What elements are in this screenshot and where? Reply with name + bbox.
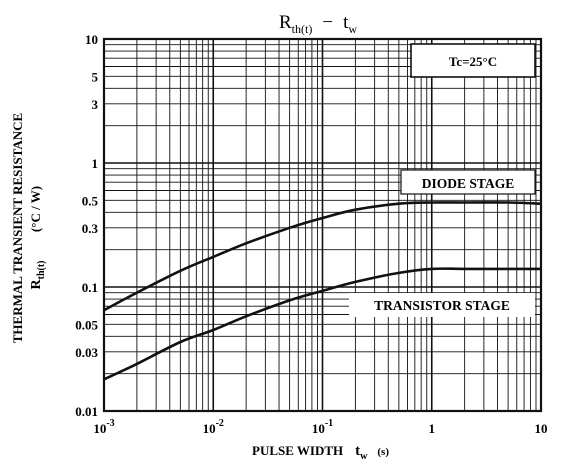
- x-axis-unit: (s): [377, 446, 389, 458]
- y-tick-label: 0.05: [75, 317, 98, 332]
- transistor-stage-label: TRANSISTOR STAGE: [374, 298, 510, 313]
- curves: [103, 201, 542, 381]
- x-tick-labels: 10-3 10-2 10-1 1 10: [93, 418, 547, 436]
- title-sep: −: [322, 12, 333, 33]
- series-line-diode-stage: [103, 201, 542, 312]
- y-axis-symbol: Rth(t): [29, 260, 47, 289]
- condition-box: Tc=25°C: [410, 43, 536, 78]
- x-tick-label: 1: [429, 421, 436, 436]
- y-axis-symbol-sub: th(t): [36, 260, 47, 279]
- y-axis-symbol-main: R: [29, 279, 44, 290]
- transistor-stage-annotation: TRANSISTOR STAGE: [349, 293, 535, 317]
- title-var: t: [343, 12, 349, 33]
- y-tick-label: 3: [92, 97, 99, 112]
- y-axis-unit: (°C / W): [28, 186, 43, 232]
- diode-stage-label: DIODE STAGE: [422, 176, 514, 191]
- x-axis-label-text: PULSE WIDTH: [252, 443, 343, 458]
- y-tick-label: 5: [92, 69, 99, 84]
- chart-title: Rth(t) − tw: [279, 12, 357, 36]
- x-axis-symbol: t: [355, 443, 360, 459]
- y-tick-label: 1: [92, 156, 99, 171]
- title-main: R: [279, 12, 292, 33]
- x-tick-label: 10-1: [312, 418, 333, 436]
- y-tick-label: 0.5: [82, 193, 99, 208]
- condition-label: Tc=25°C: [449, 54, 497, 69]
- x-tick-label: 10-3: [93, 418, 114, 436]
- y-tick-label: 0.03: [75, 345, 98, 360]
- x-axis-label: PULSE WIDTH tw (s): [252, 443, 389, 462]
- title-var-sub: w: [348, 22, 357, 36]
- y-tick-label: 0.1: [82, 280, 98, 295]
- diode-stage-annotation: DIODE STAGE: [400, 169, 536, 195]
- y-tick-labels: 10 5 3 1 0.5 0.3 0.1 0.05 0.03 0.01: [75, 32, 98, 419]
- x-tick-label: 10: [535, 421, 548, 436]
- y-tick-label: 0.01: [75, 404, 98, 419]
- series-line-transistor-stage: [103, 267, 541, 381]
- title-main-sub: th(t): [292, 22, 313, 36]
- y-tick-label: 10: [85, 32, 98, 47]
- y-axis-label: THERMAL TRANSIENT RESISTANCE: [10, 113, 25, 343]
- grid: [104, 39, 541, 411]
- x-axis-symbol-sub: w: [360, 451, 368, 462]
- y-tick-label: 0.3: [82, 221, 99, 236]
- x-tick-label: 10-2: [203, 418, 224, 436]
- plot-frame: [102, 37, 543, 413]
